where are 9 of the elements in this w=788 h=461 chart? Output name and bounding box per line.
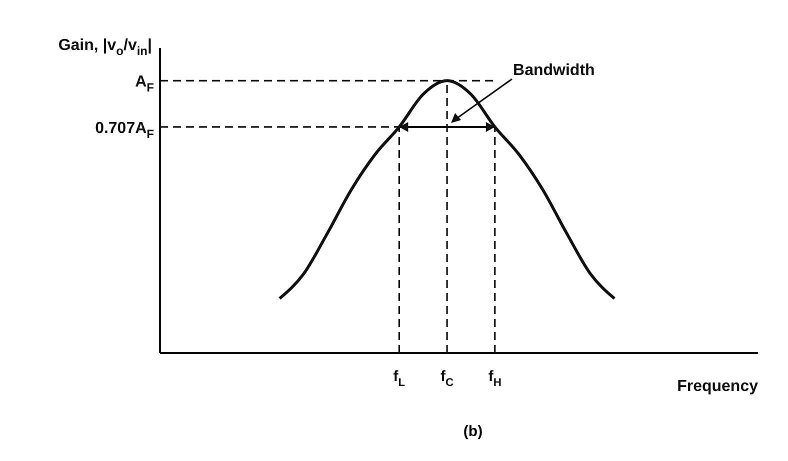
x-tick-label: f$_{H}$	[488, 368, 502, 389]
x-tick-label: f$_{C}$	[440, 368, 454, 389]
ref-line-label: A$_{F}$	[135, 74, 154, 95]
ref-line-label: 0.707A$_{F}$	[95, 120, 154, 141]
text: Bandwidth	[513, 62, 595, 79]
x-tick-label: f$_{L}$	[393, 368, 406, 389]
x-axis-title: Frequency	[677, 378, 758, 395]
y-axis-title: Gain, |v$_{o}$/v$_{in}$|	[58, 37, 152, 58]
text: (b)	[462, 423, 484, 440]
